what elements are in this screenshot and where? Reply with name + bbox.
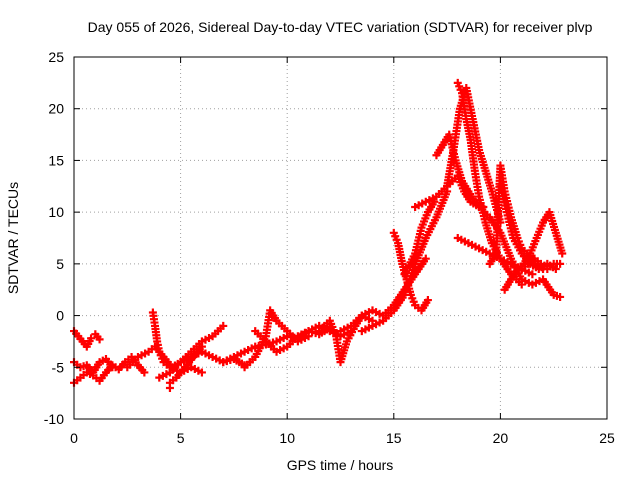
series-sat-track-17 (411, 171, 565, 301)
x-tick-label: 15 (386, 430, 402, 446)
data-point (528, 270, 537, 279)
x-tick-label: 20 (493, 430, 509, 446)
series-sat-track-19 (443, 84, 505, 227)
series-sat-track-12 (315, 311, 377, 367)
series-sat-track-16 (400, 197, 439, 279)
data-point (87, 334, 96, 343)
data-point (140, 368, 149, 377)
y-tick-label: 25 (48, 49, 64, 65)
series-sat-track-5 (148, 308, 206, 377)
series-sat-track-3 (70, 355, 117, 377)
plot-frame (73, 56, 608, 420)
data-point (558, 249, 567, 258)
series-sat-track-10 (240, 306, 313, 372)
data-point (197, 342, 206, 351)
y-tick-label: 20 (48, 101, 64, 117)
x-axis-label: GPS time / hours (287, 457, 394, 473)
data-point (165, 383, 174, 392)
data-marks (70, 78, 567, 392)
data-point (95, 335, 104, 344)
y-tick-label: -10 (44, 411, 64, 427)
series-sat-track-22 (485, 161, 548, 274)
y-tick-label: 5 (56, 256, 64, 272)
axis-ticks: 0 5 10 15 20 25 -10 -5 0 5 10 15 20 25 (44, 49, 615, 446)
chart-title: Day 055 of 2026, Sidereal Day-to-day VTE… (88, 19, 593, 35)
y-tick-label: 0 (56, 308, 64, 324)
data-point (556, 259, 565, 268)
series-sat-track-25 (517, 254, 565, 274)
x-tick-label: 0 (70, 430, 78, 446)
series-sat-track-1 (70, 352, 149, 387)
x-tick-label: 10 (279, 430, 295, 446)
x-tick-label: 5 (177, 430, 185, 446)
series-sat-track-8 (165, 383, 174, 392)
y-tick-label: 15 (48, 152, 64, 168)
y-axis-label: SDTVAR / TECUs (5, 182, 21, 294)
data-point (556, 292, 565, 301)
data-point (423, 296, 432, 305)
data-point (197, 368, 206, 377)
data-point (421, 254, 430, 263)
x-tick-label: 25 (599, 430, 615, 446)
series-sat-track-2 (70, 327, 104, 351)
data-point (219, 321, 228, 330)
data-point (517, 280, 526, 289)
data-point (108, 363, 117, 372)
y-tick-label: -5 (52, 359, 65, 375)
y-tick-label: 10 (48, 204, 64, 220)
